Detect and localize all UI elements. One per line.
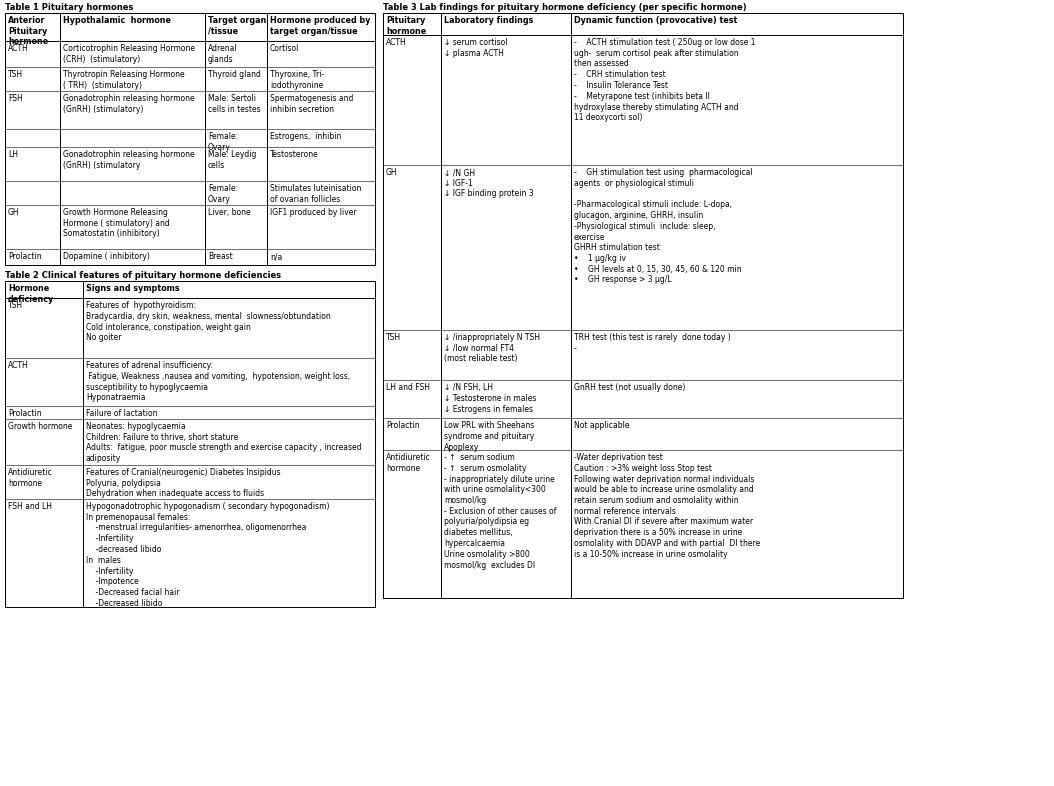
Text: Corticotrophin Releasing Hormone
(CRH)  (stimulatory): Corticotrophin Releasing Hormone (CRH) (… — [63, 44, 195, 64]
Text: FSH: FSH — [8, 94, 23, 103]
Text: Prolactin: Prolactin — [386, 421, 419, 430]
Text: ↓ /inappropriately N TSH
↓ /low normal FT4
(most reliable test): ↓ /inappropriately N TSH ↓ /low normal F… — [444, 333, 540, 363]
Text: - ↑  serum sodium
- ↑  serum osmolality
- inappropriately dilute urine
with urin: - ↑ serum sodium - ↑ serum osmolality - … — [444, 453, 557, 570]
Text: Hormone
deficiency: Hormone deficiency — [8, 284, 54, 303]
Text: ACTH: ACTH — [8, 44, 28, 53]
Text: Table 1 Pituitary hormones: Table 1 Pituitary hormones — [5, 3, 134, 12]
Text: LH: LH — [8, 150, 18, 159]
Text: Features of  hypothyroidism:
Bradycardia, dry skin, weakness, mental  slowness/o: Features of hypothyroidism: Bradycardia,… — [86, 301, 331, 342]
Text: -    GH stimulation test using  pharmacological
agents  or physiological stimuli: - GH stimulation test using pharmacologi… — [574, 168, 753, 285]
Text: Failure of lactation: Failure of lactation — [86, 409, 157, 418]
Text: Target organ
/tissue: Target organ /tissue — [208, 16, 267, 35]
Text: Signs and symptoms: Signs and symptoms — [86, 284, 179, 293]
Text: n/a: n/a — [270, 252, 282, 261]
Text: Antidiuretic
hormone: Antidiuretic hormone — [386, 453, 431, 472]
Text: ↓ /N GH
↓ IGF-1
↓ IGF binding protein 3: ↓ /N GH ↓ IGF-1 ↓ IGF binding protein 3 — [444, 168, 533, 199]
Text: Male: Leydig
cells: Male: Leydig cells — [208, 150, 256, 170]
Text: Low PRL with Sheehans
syndrome and pituitary
Apoplexy: Low PRL with Sheehans syndrome and pitui… — [444, 421, 534, 451]
Text: Gonadotrophin releasing hormone
(GnRH) (stimulatory): Gonadotrophin releasing hormone (GnRH) (… — [63, 94, 195, 114]
Text: FSH and LH: FSH and LH — [8, 502, 52, 511]
Text: Table 3 Lab findings for pituitary hormone deficiency (per specific hormone): Table 3 Lab findings for pituitary hormo… — [383, 3, 746, 12]
Text: Features of Cranial(neurogenic) Diabetes Insipidus
Polyuria, polydipsia
Dehydrat: Features of Cranial(neurogenic) Diabetes… — [86, 468, 280, 498]
Text: Laboratory findings: Laboratory findings — [444, 16, 533, 25]
Text: Growth Hormone Releasing
Hormone ( stimulatory) and
Somatostatin (inhibitory): Growth Hormone Releasing Hormone ( stimu… — [63, 208, 170, 238]
Text: Adrenal
glands: Adrenal glands — [208, 44, 237, 64]
Text: -Water deprivation test
Caution : >3% weight loss Stop test
Following water depr: -Water deprivation test Caution : >3% we… — [574, 453, 760, 559]
Text: Cortisol: Cortisol — [270, 44, 299, 53]
Text: Testosterone: Testosterone — [270, 150, 318, 159]
Text: Breast: Breast — [208, 252, 233, 261]
Text: Male: Sertoli
cells in testes: Male: Sertoli cells in testes — [208, 94, 260, 114]
Text: -    ACTH stimulation test ( 250ug or low dose 1
ugh-  serum cortisol peak after: - ACTH stimulation test ( 250ug or low d… — [574, 38, 756, 123]
Text: GH: GH — [386, 168, 397, 177]
Text: Growth hormone: Growth hormone — [8, 422, 73, 431]
Text: Hypothalamic  hormone: Hypothalamic hormone — [63, 16, 171, 25]
Text: Neonates: hypoglycaemia
Children: Failure to thrive, short stature
Adults:  fati: Neonates: hypoglycaemia Children: Failur… — [86, 422, 362, 463]
Text: ACTH: ACTH — [386, 38, 407, 47]
Text: Not applicable: Not applicable — [574, 421, 629, 430]
Text: Hormone produced by
target organ/tissue: Hormone produced by target organ/tissue — [270, 16, 371, 35]
Bar — [383, 13, 903, 598]
Text: ↓ serum cortisol
↓ plasma ACTH: ↓ serum cortisol ↓ plasma ACTH — [444, 38, 507, 57]
Text: Hypogonadotrophic hypogonadism ( secondary hypogonadism)
In premenopausal female: Hypogonadotrophic hypogonadism ( seconda… — [86, 502, 330, 608]
Text: ACTH: ACTH — [8, 361, 28, 370]
Text: Thyroid gland: Thyroid gland — [208, 70, 261, 79]
Text: TSH: TSH — [386, 333, 402, 342]
Text: LH and FSH: LH and FSH — [386, 383, 430, 392]
Text: IGF1 produced by liver: IGF1 produced by liver — [270, 208, 356, 217]
Bar — [5, 281, 375, 607]
Text: Gonadotrophin releasing hormone
(GnRH) (stimulatory: Gonadotrophin releasing hormone (GnRH) (… — [63, 150, 195, 170]
Text: Female:
Ovary: Female: Ovary — [208, 132, 238, 152]
Text: ↓ /N FSH, LH
↓ Testosterone in males
↓ Estrogens in females: ↓ /N FSH, LH ↓ Testosterone in males ↓ E… — [444, 383, 536, 413]
Text: Estrogens,  inhibin: Estrogens, inhibin — [270, 132, 341, 141]
Text: TRH test (this test is rarely  done today )
-: TRH test (this test is rarely done today… — [574, 333, 730, 353]
Text: GnRH test (not usually done): GnRH test (not usually done) — [574, 383, 685, 392]
Text: Table 2 Clinical features of pituitary hormone deficiencies: Table 2 Clinical features of pituitary h… — [5, 271, 281, 280]
Text: Antidiuretic
hormone: Antidiuretic hormone — [8, 468, 53, 488]
Bar — [5, 13, 375, 265]
Text: Dynamic function (provocative) test: Dynamic function (provocative) test — [574, 16, 737, 25]
Text: Spermatogenesis and
inhibin secretion: Spermatogenesis and inhibin secretion — [270, 94, 353, 114]
Text: Prolactin: Prolactin — [8, 252, 41, 261]
Text: Female:
Ovary: Female: Ovary — [208, 184, 238, 204]
Text: Thyroxine, Tri-
iodothyronine: Thyroxine, Tri- iodothyronine — [270, 70, 325, 90]
Text: Stimulates luteinisation
of ovarian follicles: Stimulates luteinisation of ovarian foll… — [270, 184, 362, 204]
Text: Prolactin: Prolactin — [8, 409, 41, 418]
Text: Features of adrenal insufficiency:
 Fatigue, Weakness ,nausea and vomiting,  hyp: Features of adrenal insufficiency: Fatig… — [86, 361, 350, 402]
Text: Anterior
Pituitary
hormone: Anterior Pituitary hormone — [8, 16, 48, 46]
Text: Thyrotropin Releasing Hormone
( TRH)  (stimulatory): Thyrotropin Releasing Hormone ( TRH) (st… — [63, 70, 184, 90]
Text: Liver, bone: Liver, bone — [208, 208, 251, 217]
Text: Dopamine ( inhibitory): Dopamine ( inhibitory) — [63, 252, 150, 261]
Text: Pituitary
hormone: Pituitary hormone — [386, 16, 426, 35]
Text: TSH: TSH — [8, 301, 23, 310]
Text: TSH: TSH — [8, 70, 23, 79]
Text: GH: GH — [8, 208, 20, 217]
